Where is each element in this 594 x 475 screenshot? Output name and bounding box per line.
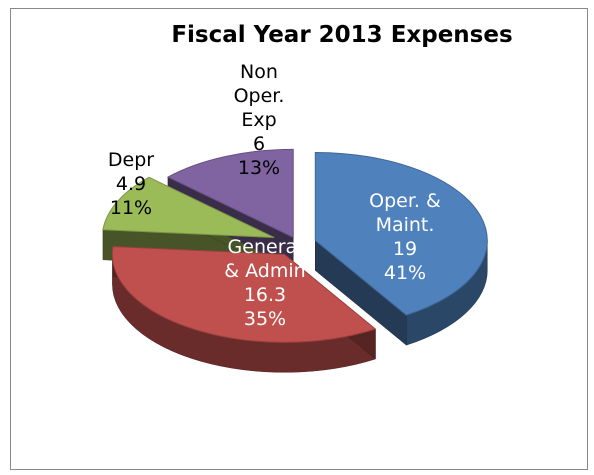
data-label-1: General & Admin 16.3 35% — [224, 236, 305, 330]
data-label-2: Depr 4.9 11% — [108, 149, 154, 219]
slice-top-3 — [166, 148, 294, 239]
data-labels: Oper. & Maint. 19 41% General & Admin 16.3 35% D… — [108, 61, 441, 330]
chart-title: Fiscal Year 2013 Expenses — [171, 22, 512, 48]
slice-top-2 — [102, 176, 275, 239]
slice-top-0 — [314, 151, 488, 316]
data-label-3: Non Oper. Exp 6 13% — [234, 61, 285, 179]
pie-slices — [102, 148, 488, 373]
data-label-0: Oper. & Maint. 19 41% — [369, 190, 441, 284]
slice-top-1 — [111, 246, 377, 343]
